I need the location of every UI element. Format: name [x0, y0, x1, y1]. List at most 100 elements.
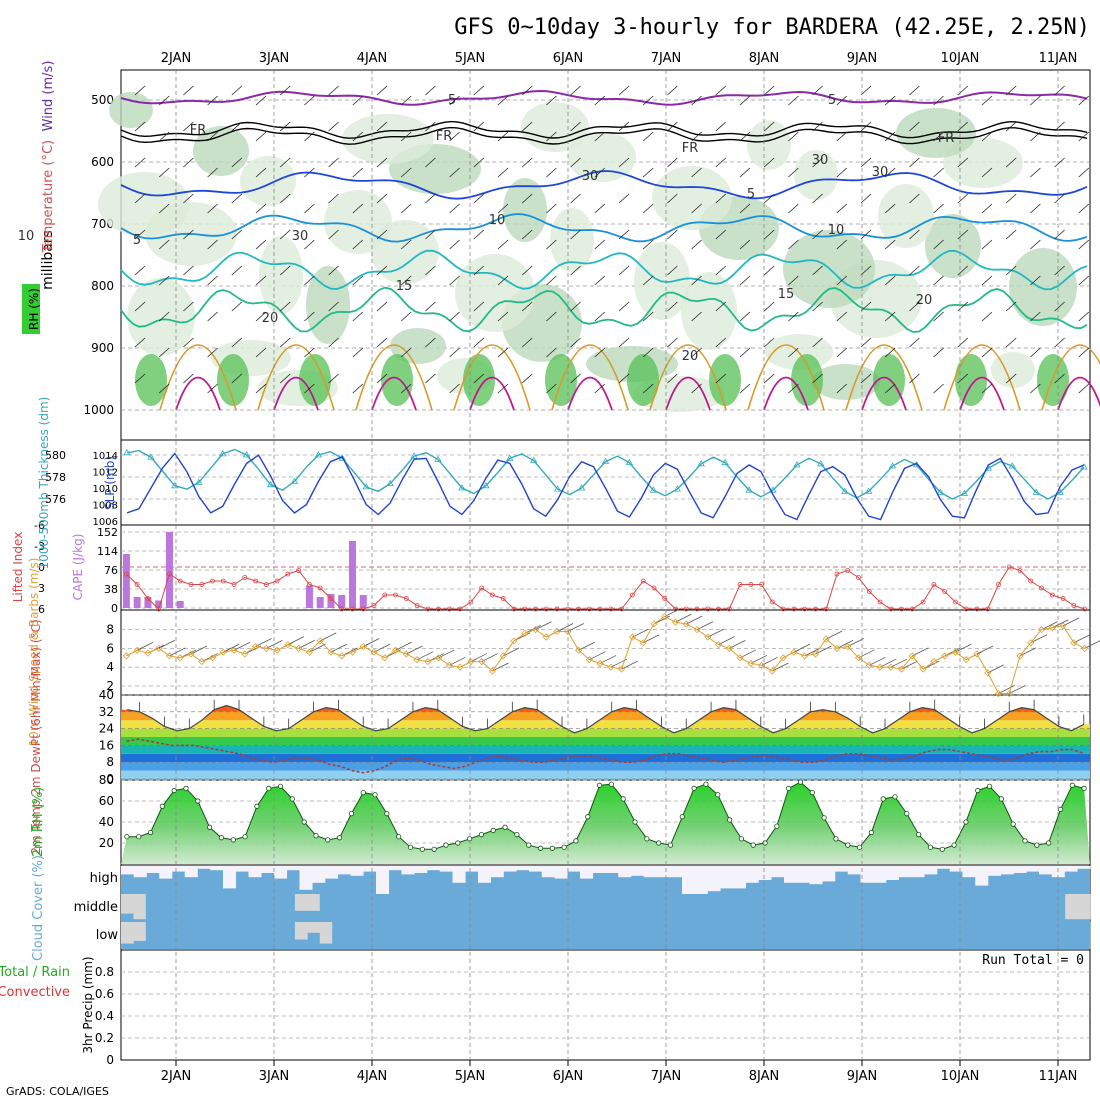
wind-barb [134, 301, 146, 312]
run-total-label: Run Total = 0 [982, 953, 1084, 968]
wind-barb [352, 239, 364, 250]
cloud-gap-low [406, 922, 420, 949]
li-point [554, 606, 560, 612]
wind-barb [594, 347, 606, 358]
cloud-gap-low [655, 922, 668, 949]
li-point [974, 606, 980, 612]
li-point [199, 582, 205, 587]
thickness-point [577, 484, 586, 491]
date-axis: 2JAN 2JAN 3JAN 3JAN 4JAN 4JAN 5JAN 5JAN 6JAN 6JAN… [161, 51, 1078, 1084]
li-point [823, 606, 829, 612]
wind-barb [279, 121, 291, 132]
cloud-gap-low [257, 922, 271, 949]
date-top-2JAN: 2JAN [161, 51, 192, 66]
thickness-point [864, 487, 873, 494]
rh2m-tick-60: 60 [99, 794, 114, 808]
wind-barb [497, 383, 509, 394]
thickness-point [410, 452, 418, 459]
wind10-line [126, 615, 1085, 694]
cloud-gap-high [835, 866, 849, 872]
wind-barb [1078, 275, 1090, 286]
cloud-gap-middle [953, 894, 967, 922]
temp-contour-10 [120, 213, 1088, 243]
thickness-tick-578: 578 [45, 471, 66, 484]
cloud-gap-low [816, 922, 830, 949]
wind-barb [594, 275, 606, 286]
wind-barb [570, 157, 581, 168]
cloud-gap-high [784, 866, 798, 883]
wind10-barb [1084, 640, 1100, 649]
wind-barb [255, 311, 267, 322]
li-point [263, 582, 269, 587]
wind-barb [207, 347, 218, 358]
wind-barb [473, 85, 485, 96]
li-point [866, 589, 872, 594]
slp-tick-1010: 1010 [93, 484, 118, 495]
temp-arch-25-0 [159, 344, 237, 411]
cloud-gap-high [886, 866, 900, 880]
wind10-barb [847, 638, 864, 647]
wind-barb [134, 85, 146, 96]
wind-barb [183, 337, 194, 348]
cloud-gap-high [439, 866, 453, 872]
temp-arch-30-6 [763, 376, 809, 411]
cloud-gap-low [133, 922, 147, 941]
thickness-point [458, 484, 466, 491]
li-point [156, 606, 162, 612]
wind-barb [1054, 193, 1065, 204]
wind-barb [231, 337, 243, 348]
cloud-gap-high [643, 866, 657, 878]
cloud-gap-high [733, 866, 747, 889]
cloud-gap-middle [866, 894, 880, 922]
wind10-barb [503, 647, 520, 657]
cloud-gap-low [965, 922, 979, 949]
wind10-point [693, 626, 701, 634]
cloud-gap-high [274, 866, 288, 879]
wind-barb [739, 203, 751, 214]
wind10-point [219, 648, 227, 656]
thickness-point [1008, 462, 1016, 469]
cloud-gap-middle [270, 894, 283, 922]
rh-shade-30 [503, 178, 547, 242]
wind-barb [255, 131, 267, 142]
li-point [576, 606, 581, 612]
cloud-gap-low [767, 922, 780, 949]
li-point [177, 578, 183, 584]
temp-arch-30-7 [861, 376, 907, 411]
wind-barb [884, 275, 896, 286]
wind-barb [1030, 347, 1041, 358]
wind-barb [207, 203, 218, 214]
thickness-point [1056, 488, 1064, 495]
cape-bar [316, 597, 324, 608]
cloud-gap-low [1015, 922, 1029, 949]
wind10-point [607, 663, 615, 671]
wind-barb [521, 337, 533, 348]
precip-legend-total: Total / Rain [0, 965, 70, 980]
wind-barb [546, 383, 557, 394]
wind-barb [207, 239, 218, 250]
cloud-gap-low [145, 922, 159, 949]
cloud-gap-middle [630, 894, 644, 922]
temp-arch-30-8 [959, 376, 1005, 411]
wind10-point [456, 663, 464, 671]
wind10-barb [599, 655, 617, 664]
wind-barb [497, 311, 509, 322]
wind-barb [546, 275, 557, 286]
wind-barb [812, 193, 823, 204]
wind-barb [933, 203, 944, 214]
wind10-barb [976, 645, 994, 655]
cloud-gap-low [779, 922, 793, 949]
cloud-gap-high [605, 866, 619, 873]
cloud-gap-middle [841, 894, 855, 922]
wind-barb [473, 121, 485, 132]
wind-barb [570, 301, 581, 312]
rh2m-point [1057, 806, 1064, 813]
cloud-gap-high [478, 866, 492, 883]
wind10-barb [1073, 634, 1091, 644]
rh-shade-5 [794, 150, 838, 200]
wind10-point [887, 663, 895, 671]
rh2m-point [797, 779, 804, 785]
cloud-gap-low [916, 922, 929, 949]
wind-barb [788, 275, 799, 286]
cloud-gap-high [529, 866, 543, 872]
